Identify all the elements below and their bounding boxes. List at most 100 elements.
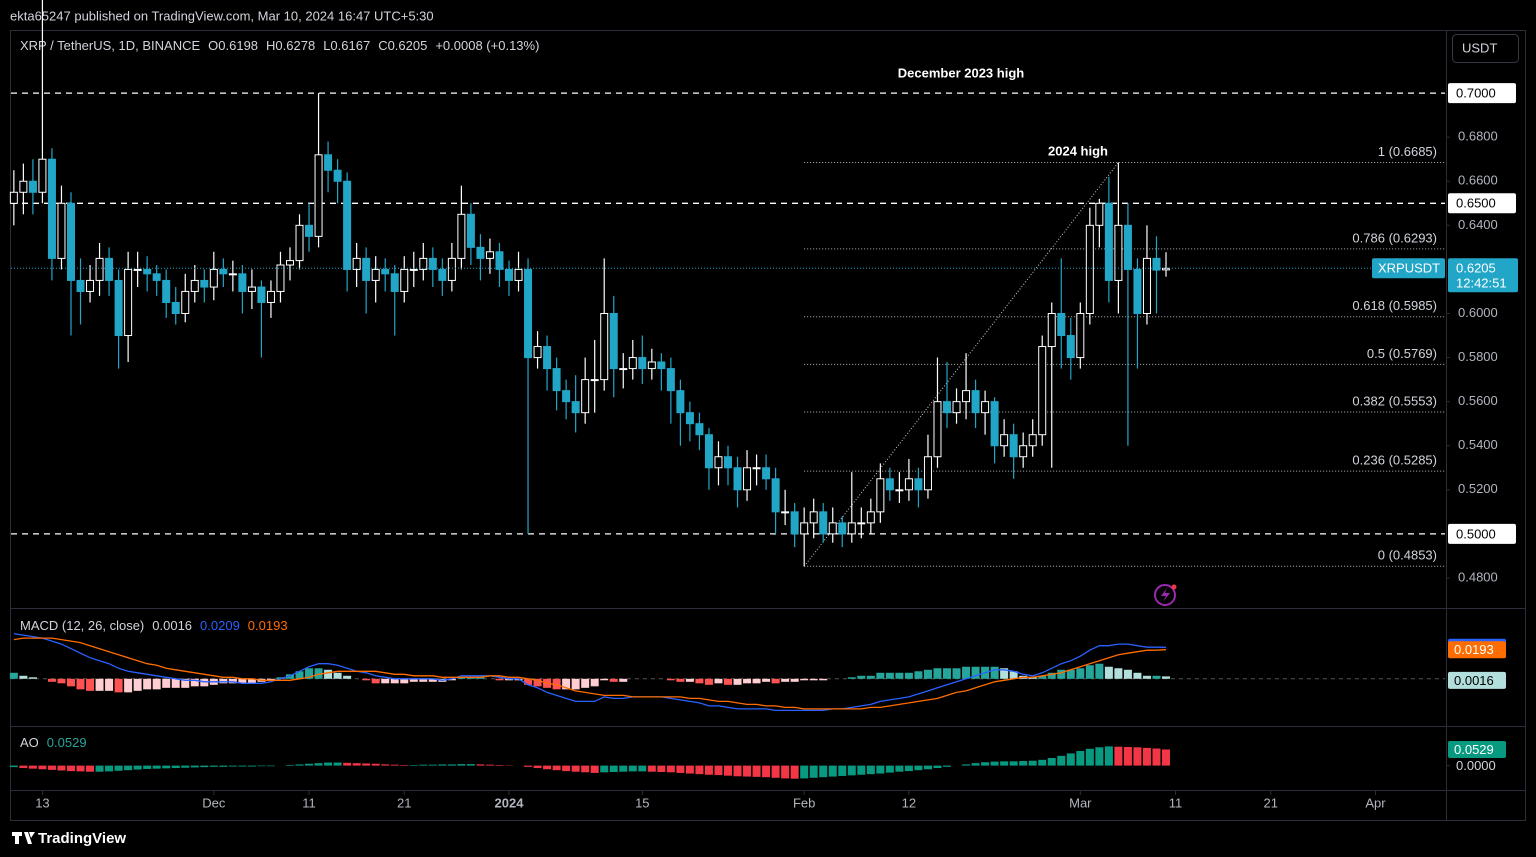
macd-histogram-bar [952, 668, 961, 679]
ao-bar [743, 765, 752, 777]
candle-body [724, 456, 732, 469]
ao-bar [1057, 755, 1066, 766]
macd-histogram-bar [1152, 675, 1161, 679]
candle-body [1152, 257, 1161, 271]
macd-histogram-bar [990, 666, 999, 679]
ao-bar [1009, 761, 1018, 766]
candle-body [543, 346, 552, 370]
candle-body [381, 268, 390, 275]
ao-bar [990, 761, 999, 766]
candle-body [685, 412, 694, 425]
candle-body [600, 312, 609, 381]
ao-bar [733, 765, 742, 777]
macd-histogram-bar [876, 672, 885, 679]
candle-body [1019, 445, 1028, 458]
level-label: 0.5000 [1456, 526, 1496, 541]
candle-body [714, 456, 723, 469]
ao-bar [524, 765, 533, 767]
macd-histogram-bar [685, 678, 694, 682]
candle-body [657, 361, 666, 370]
currency-button[interactable] [1452, 34, 1519, 63]
macd-histogram-bar [86, 678, 95, 691]
candle-body [1104, 202, 1113, 281]
candle-body [514, 268, 523, 281]
candle-body [86, 279, 95, 292]
candle-body [105, 257, 114, 281]
candle-body [143, 268, 152, 275]
ao-bar [543, 765, 552, 770]
macd-histogram-bar [933, 668, 942, 679]
candle-body [1114, 224, 1123, 281]
ao-bar [1019, 761, 1028, 766]
ao-bar [866, 765, 875, 775]
candle-body [876, 478, 885, 513]
ao-bar [857, 765, 866, 775]
candle-body [285, 260, 294, 266]
candle-body [571, 401, 580, 414]
macd-histogram-bar [190, 678, 199, 687]
x-tick-label: 15 [635, 795, 649, 810]
level-label-box [1448, 83, 1516, 104]
level-label: 0.7000 [1456, 86, 1496, 101]
y-tick-label: 0.0000 [1456, 758, 1496, 773]
macd-histogram-bar [600, 678, 609, 681]
macd-histogram-bar [314, 668, 323, 679]
ao-bar [324, 762, 333, 766]
ao-bar [685, 765, 694, 774]
ao-bar [647, 765, 656, 772]
macd-histogram-bar [400, 678, 409, 684]
macd-histogram-bar [1028, 677, 1037, 679]
macd-histogram-bar [105, 678, 114, 691]
candle-body [409, 268, 418, 271]
alert-icon[interactable] [1154, 584, 1176, 606]
macd-histogram-bar [219, 678, 228, 684]
fib-label: 0.382 (0.5553) [1352, 393, 1437, 408]
candle-body [1066, 335, 1075, 359]
alert-bolt [1161, 588, 1170, 602]
ao-bar [428, 764, 437, 766]
candle-body [923, 456, 932, 491]
macd-histogram-bar [762, 678, 771, 682]
candle-body [333, 169, 342, 182]
candle-body [19, 180, 28, 193]
candle-body [885, 478, 894, 491]
macd-histogram-bar [381, 678, 390, 684]
macd-histogram-bar [562, 678, 571, 690]
ao-bar [1076, 750, 1085, 766]
y-tick-label: 0.4800 [1458, 569, 1498, 584]
macd-histogram-bar [866, 675, 875, 679]
ao-bar [657, 765, 666, 773]
open-value: 0.6198 [218, 38, 258, 53]
alert-dot [1171, 584, 1177, 590]
ao-axis-label: 0.0529 [1454, 742, 1494, 757]
macd-histogram-bar [447, 678, 456, 681]
currency[interactable]: USDT [1462, 40, 1497, 55]
ao-bar [314, 763, 323, 766]
candle-body [95, 257, 104, 281]
macd-histogram-bar [47, 678, 56, 682]
ao-bar [552, 765, 561, 771]
candle-body [181, 290, 190, 314]
candle-body [1076, 312, 1085, 359]
candle-body [152, 273, 161, 281]
candle-body [447, 257, 456, 281]
ao-bar [400, 764, 409, 766]
ao-bar [971, 763, 980, 766]
candle-body [828, 522, 837, 535]
macd-histogram-bar [943, 668, 952, 679]
ao-bar [714, 765, 723, 776]
ao-bar [819, 765, 828, 778]
ao-bar [86, 765, 95, 772]
macd-histogram-bar [76, 678, 85, 690]
candle-body [1095, 202, 1104, 226]
y-tick-label: 0.6000 [1458, 305, 1498, 320]
macd-histogram-bar [571, 678, 580, 690]
candle-body [552, 368, 561, 392]
ao-bar [76, 765, 85, 772]
fib-label: 0.786 (0.6293) [1352, 230, 1437, 245]
y-tick-label: 0.5400 [1458, 437, 1498, 452]
o-prefix: O [208, 38, 218, 53]
candle-body [219, 268, 228, 275]
candle-body [676, 390, 685, 414]
